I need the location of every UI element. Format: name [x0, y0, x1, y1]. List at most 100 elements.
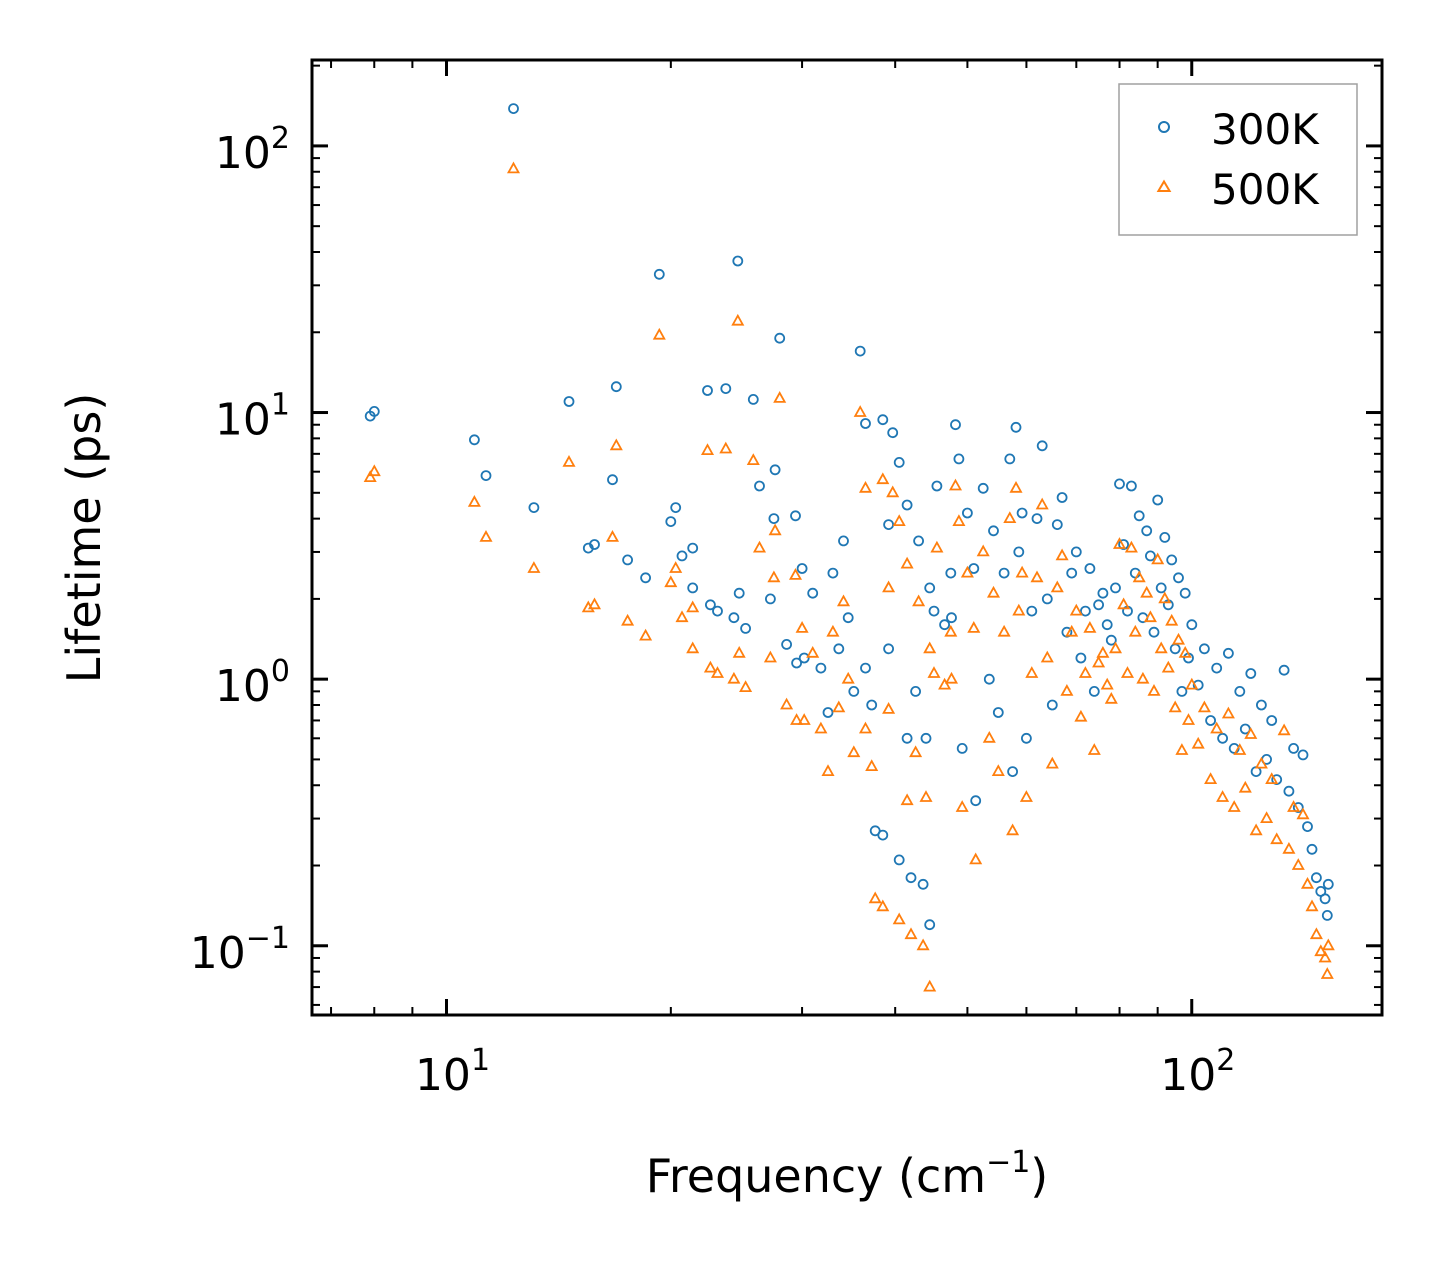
data-point-500k: [955, 800, 969, 812]
data-point-300k: [1126, 480, 1137, 492]
data-point-500k: [1216, 790, 1230, 802]
data-point-300k: [983, 673, 995, 685]
data-point-500k: [868, 891, 882, 904]
data-point-300k: [712, 605, 723, 617]
legend-label-300k: 300K: [1211, 105, 1320, 154]
data-point-500k: [952, 514, 966, 526]
data-point-300k: [905, 872, 917, 884]
data-point-500k: [1221, 706, 1235, 719]
data-point-300k: [798, 652, 810, 664]
data-point-500k: [904, 927, 918, 940]
major-ticks: [312, 60, 1382, 1015]
data-point-500k: [1168, 700, 1182, 713]
data-point-300k: [1306, 843, 1318, 855]
data-point-500k: [763, 650, 777, 663]
data-point-300k: [910, 686, 921, 697]
data-point-500k: [892, 912, 906, 925]
data-point-500k: [1009, 480, 1023, 493]
data-point-500k: [1165, 613, 1179, 626]
data-point-500k: [767, 570, 781, 583]
data-point-300k: [1036, 440, 1048, 452]
data-point-500k: [1074, 709, 1088, 722]
data-point-300k: [480, 470, 492, 482]
data-point-300k: [1283, 785, 1295, 797]
data-point-500k: [1175, 743, 1189, 755]
data-point-500k: [506, 161, 521, 174]
data-point-500k: [710, 666, 725, 678]
data-point-500k: [916, 938, 930, 951]
data-point-500k: [1151, 552, 1165, 565]
data-point-300k: [1114, 478, 1125, 490]
data-point-300k: [893, 854, 905, 866]
data-point-500k: [1003, 511, 1017, 523]
legend-marker-500k: [1156, 179, 1172, 192]
data-point-500k: [1320, 967, 1334, 979]
data-point-500k: [686, 641, 700, 654]
data-point-300k: [893, 456, 905, 468]
data-point-500k: [1096, 645, 1110, 658]
data-point-500k: [900, 556, 914, 569]
data-point-300k: [953, 453, 965, 465]
data-point-300k: [968, 563, 980, 574]
data-point-500k: [1120, 666, 1135, 678]
data-point-500k: [1238, 780, 1252, 793]
data-point-300k: [1084, 563, 1096, 574]
data-point-300k: [1205, 715, 1216, 726]
data-point-500k: [1321, 938, 1335, 951]
data-point-500k: [1040, 650, 1054, 663]
data-point-500k: [1006, 823, 1020, 836]
data-point-300k: [939, 619, 950, 631]
data-point-300k: [790, 510, 801, 522]
data-point-500k: [1204, 772, 1218, 784]
data-point-500k: [1300, 876, 1315, 889]
data-point-300k: [1245, 668, 1257, 679]
data-point-500k: [826, 624, 840, 637]
data-point-500k: [609, 438, 623, 451]
data-point-300k: [774, 332, 786, 344]
data-point-500k: [1158, 591, 1172, 604]
data-point-500k: [1191, 736, 1205, 749]
data-point-300k: [877, 829, 889, 841]
data-point-300k: [950, 419, 961, 431]
data-point-300k: [1061, 626, 1073, 638]
data-point-300k: [705, 599, 716, 611]
data-point-500k: [982, 730, 996, 743]
data-point-500k: [1260, 811, 1274, 823]
data-point-500k: [1296, 807, 1310, 820]
data-point-300k: [1133, 510, 1145, 522]
data-point-300k: [1075, 652, 1087, 664]
data-point-300k: [1159, 532, 1171, 543]
data-point-300k: [1211, 662, 1223, 674]
legend-frame: [1118, 83, 1358, 236]
data-point-300k: [796, 563, 808, 574]
data-point-500k: [652, 327, 666, 340]
data-point-500k: [1069, 603, 1083, 616]
x-tick-labels: 101 102: [415, 1043, 1235, 1101]
data-point-500k: [562, 455, 576, 467]
data-point-300k: [1278, 664, 1290, 676]
data-point-500k: [1161, 660, 1175, 673]
data-point-300k: [1186, 619, 1198, 631]
data-point-300k: [1179, 587, 1191, 599]
data-point-300k: [848, 686, 860, 697]
data-point-500k: [1282, 841, 1296, 854]
legend-marker-300k: [1158, 121, 1170, 133]
data-point-500k: [882, 702, 896, 714]
data-point-500k: [732, 645, 746, 658]
legend-label-500k: 500K: [1211, 165, 1320, 214]
plot-frame: [310, 58, 1384, 1017]
data-point-500k: [752, 540, 767, 553]
data-point-300k: [665, 516, 677, 527]
data-point-500k: [1171, 632, 1186, 645]
data-point-500k: [944, 624, 958, 637]
data-point-300k: [860, 662, 871, 674]
data-point-500k: [876, 472, 890, 485]
data-point-500k: [1210, 721, 1224, 734]
data-point-500k: [1132, 570, 1146, 583]
data-point-500k: [892, 514, 906, 526]
data-point-300k: [854, 345, 866, 357]
data-point-500k: [686, 600, 700, 613]
data-point-500k: [876, 899, 890, 912]
data-point-300k: [842, 612, 854, 624]
data-point-300k: [732, 255, 744, 267]
